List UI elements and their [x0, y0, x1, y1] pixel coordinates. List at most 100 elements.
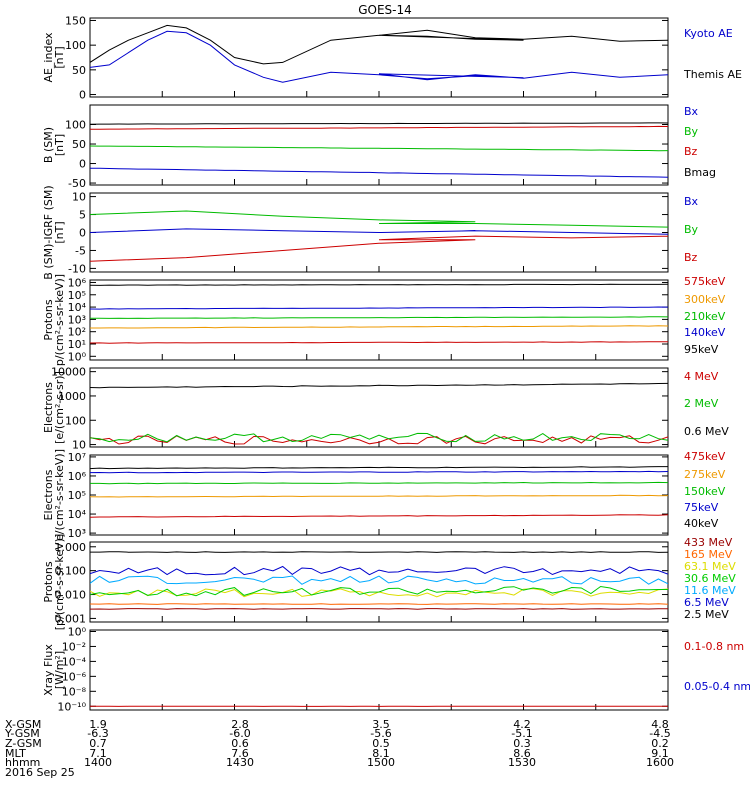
x-row-label: Y-GSM [4, 727, 40, 740]
y-tick-label: 10⁻² [62, 640, 86, 653]
panel-ae: 0 50 100 150 AE_index[nT] Kyoto AE Themis AE [42, 14, 742, 101]
legend-label: By [684, 125, 699, 138]
x-tick-value: 2.8 [231, 718, 249, 731]
legend-label: 75keV [684, 501, 719, 514]
x-tick-value: -6.0 [229, 727, 250, 740]
y-tick-label: 0 [79, 158, 86, 171]
x-tick-value: 3.5 [372, 718, 390, 731]
y-tick-label: 10⁰ [68, 350, 87, 363]
series-line-bx [90, 167, 668, 178]
legend-label: 40keV [684, 517, 719, 530]
y-tick-label: -50 [68, 177, 86, 190]
series-line-275kev [90, 494, 668, 498]
series-line-575kev [90, 341, 668, 344]
x-tick-value: 1500 [367, 756, 395, 769]
legend-label: 150keV [684, 485, 726, 498]
x-row-label: Z-GSM [5, 737, 42, 750]
y-tick-label: 10⁴ [68, 508, 87, 521]
series-line-75kev [90, 470, 668, 474]
legend-label: 6.5 MeV [684, 596, 729, 609]
y-tick-label: 0.001 [55, 612, 87, 625]
x-tick-value: -5.1 [511, 727, 532, 740]
y-axis-label: p/(cm²-s-sr-keV)] [53, 274, 66, 366]
y-tick-label: 10⁵ [68, 289, 86, 302]
legend-label: 575keV [684, 275, 726, 288]
x-tick-value: 0.7 [89, 737, 107, 750]
x-row-label: MLT [5, 747, 26, 760]
x-tick-value: -6.3 [87, 727, 108, 740]
y-axis-label: [nT] [53, 221, 66, 243]
series-line-by [90, 145, 668, 152]
x-tick-value: 0.3 [513, 737, 531, 750]
series-line-2-mev [90, 432, 668, 443]
panel-bigrf: -10 -5 0 5 10 B (SM)-IGRF (SM)[nT] Bx By Bz [42, 185, 699, 279]
series-line-bmag [90, 122, 668, 125]
y-tick-label: 100 [65, 414, 86, 427]
legend-label: 433 MeV [684, 536, 733, 549]
x-tick-value: 8.1 [372, 747, 390, 760]
x-row-label: X-GSM [5, 718, 41, 731]
legend-label: By [684, 223, 699, 236]
x-tick-value: 7.1 [89, 747, 107, 760]
y-axis-label: [nT] [53, 46, 66, 68]
series-line-165-mev [90, 603, 668, 605]
y-tick-label: 10⁶ [68, 470, 87, 483]
y-tick-label: 10⁴ [68, 301, 87, 314]
legend-label: Bx [684, 105, 699, 118]
legend-label: Kyoto AE [684, 27, 733, 40]
series-line-kyoto-ae [90, 30, 668, 83]
y-axis-label: Electrons [42, 382, 55, 433]
series-line-475kev [90, 514, 668, 518]
x-tick-value: 9.1 [651, 747, 669, 760]
legend-label: 0.05-0.4 nm [684, 680, 750, 693]
x-tick-value: 1530 [508, 756, 536, 769]
y-axis-label: [W/m²] [53, 651, 66, 689]
y-axis-label: Protons [42, 299, 55, 340]
legend-label: 300keV [684, 293, 726, 306]
legend-label: 0.6 MeV [684, 425, 729, 438]
y-tick-label: 0.010 [55, 589, 87, 602]
y-tick-label: 10³ [68, 313, 86, 326]
legend-label: 30.6 MeV [684, 572, 736, 585]
x-tick-value: 4.8 [651, 718, 669, 731]
panel-electrons2: 10³ 10⁴ 10⁵ 10⁶ 10⁷ Electronse/(cm²-s-sr-keV)… [42, 449, 726, 541]
y-tick-label: 10⁻¹⁰ [57, 700, 86, 713]
y-axis-label: [p/(cm²-s-sr-keV)] [53, 534, 66, 631]
legend-label: Bz [684, 145, 698, 158]
legend-label: 210keV [684, 310, 726, 323]
y-axis-label: B (SM)-IGRF (SM) [42, 185, 55, 279]
series-line-themis-ae [90, 24, 668, 65]
legend-label: 11.6 MeV [684, 584, 736, 597]
legend-label: Bmag [684, 166, 716, 179]
y-tick-label: 50 [72, 138, 86, 151]
y-tick-label: 10⁻⁴ [62, 655, 87, 668]
x-tick-value: 8.6 [513, 747, 531, 760]
legend-label: 2.5 MeV [684, 608, 729, 621]
y-tick-label: 0.100 [55, 565, 87, 578]
series-line-300kev [90, 325, 668, 329]
series-line-150kev [90, 481, 668, 485]
x-tick-value: -4.5 [649, 727, 670, 740]
y-axis-label: Xray Flux [42, 644, 55, 696]
y-axis-label: AE_index [42, 32, 55, 83]
y-axis-label: [nT] [53, 134, 66, 156]
x-tick-value: 0.6 [231, 737, 249, 750]
x-tick-value: 4.2 [513, 718, 531, 731]
legend-label: 2 MeV [684, 397, 719, 410]
y-tick-label: 0 [79, 227, 86, 240]
y-tick-label: 100 [65, 39, 86, 52]
legend-label: 475keV [684, 450, 726, 463]
series-line-140kev [90, 306, 668, 310]
legend-label: 95keV [684, 343, 719, 356]
x-tick-value: 0.5 [372, 737, 390, 750]
y-tick-label: 10⁷ [68, 451, 86, 464]
y-tick-label: 150 [65, 14, 86, 27]
x-row-label: hhmm [5, 756, 40, 769]
series-line-bz [90, 125, 668, 130]
legend-label: 4 MeV [684, 370, 719, 383]
plot-title: GOES-14 [358, 3, 412, 17]
x-tick-value: 1600 [646, 756, 674, 769]
y-tick-label: 10⁵ [68, 489, 86, 502]
y-axis-label: Electrons [42, 469, 55, 520]
